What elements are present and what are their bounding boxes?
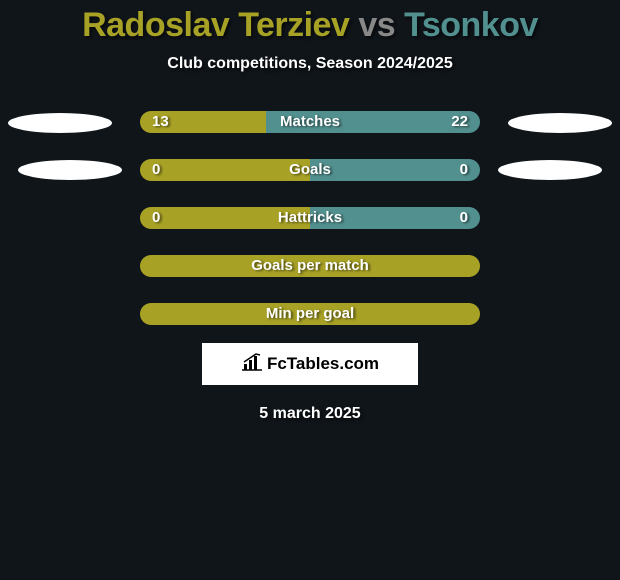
value-right: 0 [460, 159, 468, 181]
title-vs: vs [358, 6, 395, 44]
date-footer: 5 march 2025 [0, 405, 620, 423]
brand-box: FcTables.com [202, 343, 418, 385]
row-label: Min per goal [140, 303, 480, 325]
stat-row: Goals per match [0, 255, 620, 277]
team-badge-right [498, 160, 602, 180]
team-badge-left [18, 160, 122, 180]
stat-row: Goals0 0 [0, 159, 620, 181]
brand-text: FcTables.com [267, 354, 379, 374]
title-player2: Tsonkov [404, 6, 538, 44]
page-title: Radoslav Terziev vs Tsonkov [0, 0, 620, 45]
team-badge-left [8, 113, 112, 133]
row-label: Goals per match [140, 255, 480, 277]
row-label: Goals [140, 159, 480, 181]
stat-row: Matches13 22 [0, 111, 620, 133]
row-label: Hattricks [140, 207, 480, 229]
stat-rows: Matches1322Goals00Hattricks00Goals per m… [0, 111, 620, 325]
stat-row: Min per goal [0, 303, 620, 325]
row-label: Matches [140, 111, 480, 133]
stat-row: Hattricks0 0 [0, 207, 620, 229]
brand-icon [241, 353, 263, 376]
team-badge-right [508, 113, 612, 133]
value-left: 0 [152, 159, 160, 181]
subtitle: Club competitions, Season 2024/2025 [0, 55, 620, 73]
comparison-infographic: Radoslav Terziev vs Tsonkov Club competi… [0, 0, 620, 580]
value-left: 13 [152, 111, 169, 133]
value-left: 0 [152, 207, 160, 229]
title-player1: Radoslav Terziev [82, 6, 349, 44]
value-right: 22 [451, 111, 468, 133]
value-right: 0 [460, 207, 468, 229]
